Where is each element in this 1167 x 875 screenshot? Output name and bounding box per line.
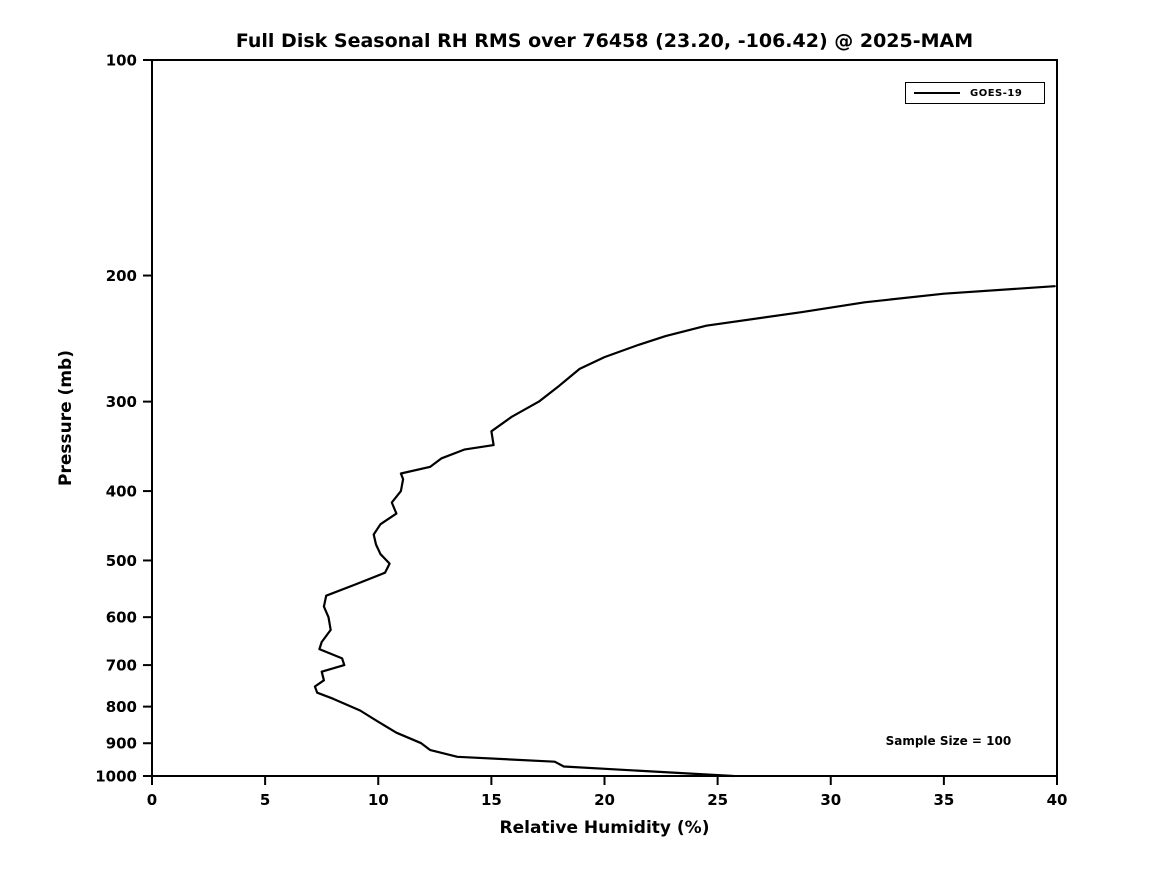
- x-tick-label: 0: [147, 791, 157, 809]
- y-tick-label: 700: [106, 657, 137, 675]
- y-tick-label: 300: [106, 393, 137, 411]
- x-tick-label: 30: [820, 791, 841, 809]
- chart-title: Full Disk Seasonal RH RMS over 76458 (23…: [235, 30, 974, 52]
- series-line-goes-19: [313, 285, 1056, 778]
- x-tick-label: 5: [260, 791, 270, 809]
- legend-line-sample: [914, 92, 960, 94]
- x-tick-label: 40: [1047, 791, 1068, 809]
- x-tick-label: 25: [707, 791, 728, 809]
- legend: GOES-19: [905, 82, 1045, 104]
- y-tick-label: 1000: [95, 768, 137, 786]
- plot-frame: [151, 59, 1058, 777]
- x-tick-label: 20: [594, 791, 615, 809]
- x-tick-label: 10: [368, 791, 389, 809]
- y-tick-label: 800: [106, 698, 137, 716]
- legend-label: GOES-19: [970, 87, 1023, 99]
- y-tick-label: 500: [106, 552, 137, 570]
- y-tick-label: 200: [106, 267, 137, 285]
- x-axis-label: Relative Humidity (%): [499, 818, 710, 838]
- x-tick-label: 15: [481, 791, 502, 809]
- sample-size-annotation: Sample Size = 100: [886, 734, 1012, 748]
- y-tick-label: 900: [106, 735, 137, 753]
- y-tick-label: 400: [106, 483, 137, 501]
- y-axis-label: Pressure (mb): [56, 350, 76, 486]
- y-tick-label: 100: [106, 52, 137, 70]
- y-tick-label: 600: [106, 609, 137, 627]
- x-tick-label: 35: [933, 791, 954, 809]
